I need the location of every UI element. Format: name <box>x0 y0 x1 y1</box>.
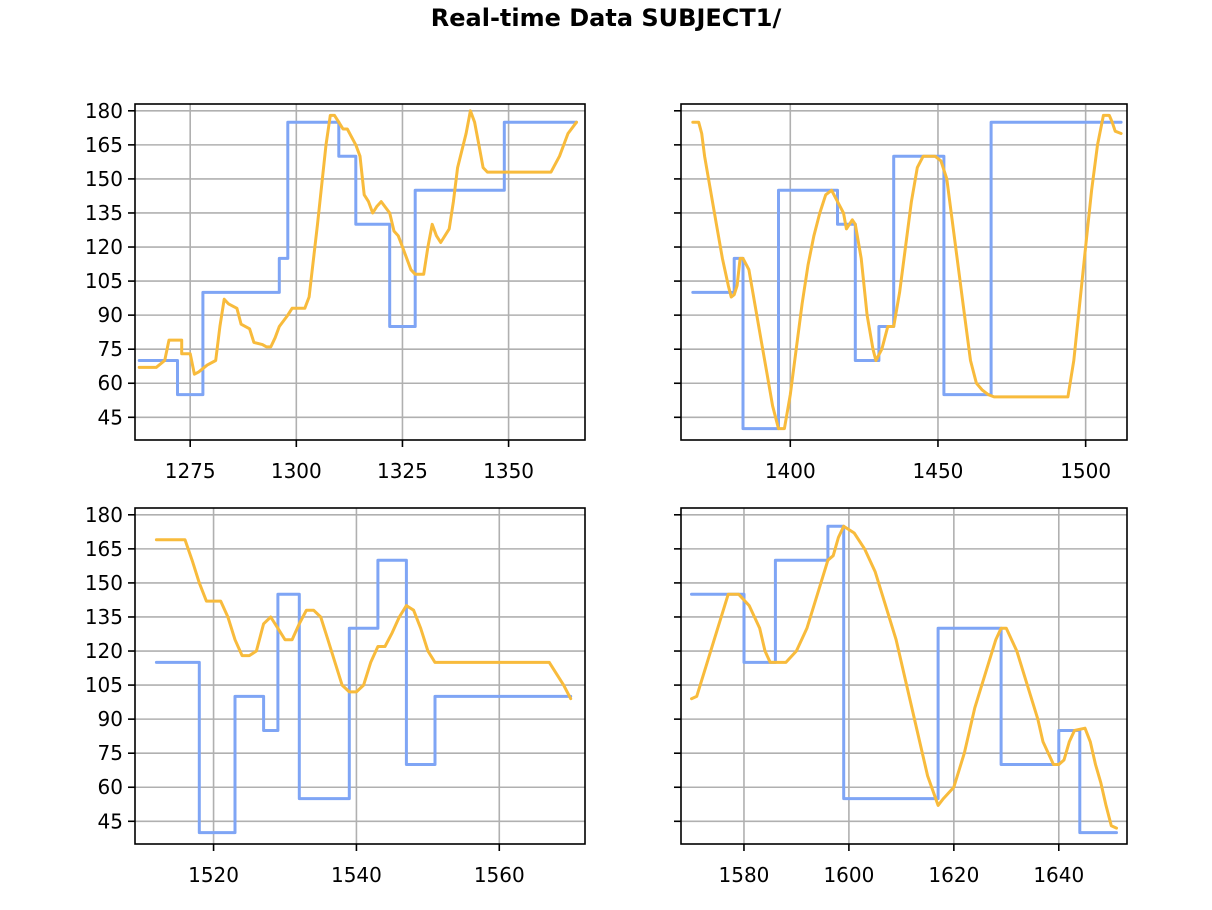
x-tick-label: 1500 <box>1060 459 1111 483</box>
actual-series-line <box>691 113 1123 431</box>
y-tick-label: 180 <box>85 99 123 123</box>
x-tick-label: 1600 <box>823 863 874 887</box>
target-series-line <box>154 558 573 835</box>
y-tick-label: 60 <box>98 371 123 395</box>
actual-series-line <box>137 109 578 376</box>
x-tick-label: 1350 <box>483 459 534 483</box>
y-tick-label: 60 <box>98 775 123 799</box>
y-tick-label: 180 <box>85 503 123 527</box>
x-tick-label: 1580 <box>719 863 770 887</box>
x-tick-label: 1300 <box>271 459 322 483</box>
y-tick-label: 105 <box>85 269 123 293</box>
y-tick-label: 150 <box>85 167 123 191</box>
x-tick-label: 1450 <box>913 459 964 483</box>
y-tick-label: 165 <box>85 537 123 561</box>
actual-series-line <box>154 538 573 701</box>
plot-frame <box>134 103 586 441</box>
subplot-2: 1400 1450 1500 <box>674 103 1128 483</box>
y-tick-label: 135 <box>85 605 123 629</box>
target-series-line <box>691 120 1123 431</box>
plot-frame <box>134 507 586 845</box>
subplot-3: 1520 1540 1560 45 60 75 90 105 120 135 150 165 180 <box>85 503 586 887</box>
x-tick-label: 1620 <box>928 863 979 887</box>
plot-frame <box>680 507 1128 845</box>
y-tick-label: 150 <box>85 571 123 595</box>
actual-series-line <box>690 524 1118 830</box>
y-tick-label: 75 <box>98 337 123 361</box>
subplot-4: 1580 1600 1620 1640 <box>674 507 1128 887</box>
y-tick-label: 105 <box>85 673 123 697</box>
x-tick-label: 1520 <box>188 863 239 887</box>
y-tick-label: 135 <box>85 201 123 225</box>
target-series-line <box>137 120 578 397</box>
y-tick-label: 120 <box>85 639 123 663</box>
x-tick-label: 1560 <box>474 863 525 887</box>
y-tick-label: 45 <box>98 809 123 833</box>
y-tick-label: 90 <box>98 707 123 731</box>
y-tick-label: 165 <box>85 133 123 157</box>
plot-frame <box>680 103 1128 441</box>
x-tick-label: 1640 <box>1033 863 1084 887</box>
y-tick-label: 45 <box>98 405 123 429</box>
x-tick-label: 1325 <box>377 459 428 483</box>
y-tick-label: 120 <box>85 235 123 259</box>
x-tick-label: 1275 <box>165 459 216 483</box>
subplot-1: 1275 1300 1325 1350 45 60 75 90 105 120 135 150 165 1… <box>85 99 586 483</box>
x-tick-label: 1540 <box>331 863 382 887</box>
y-tick-label: 75 <box>98 741 123 765</box>
y-tick-label: 90 <box>98 303 123 327</box>
x-tick-label: 1400 <box>765 459 816 483</box>
figure-title: Real-time Data SUBJECT1/ <box>430 4 782 32</box>
